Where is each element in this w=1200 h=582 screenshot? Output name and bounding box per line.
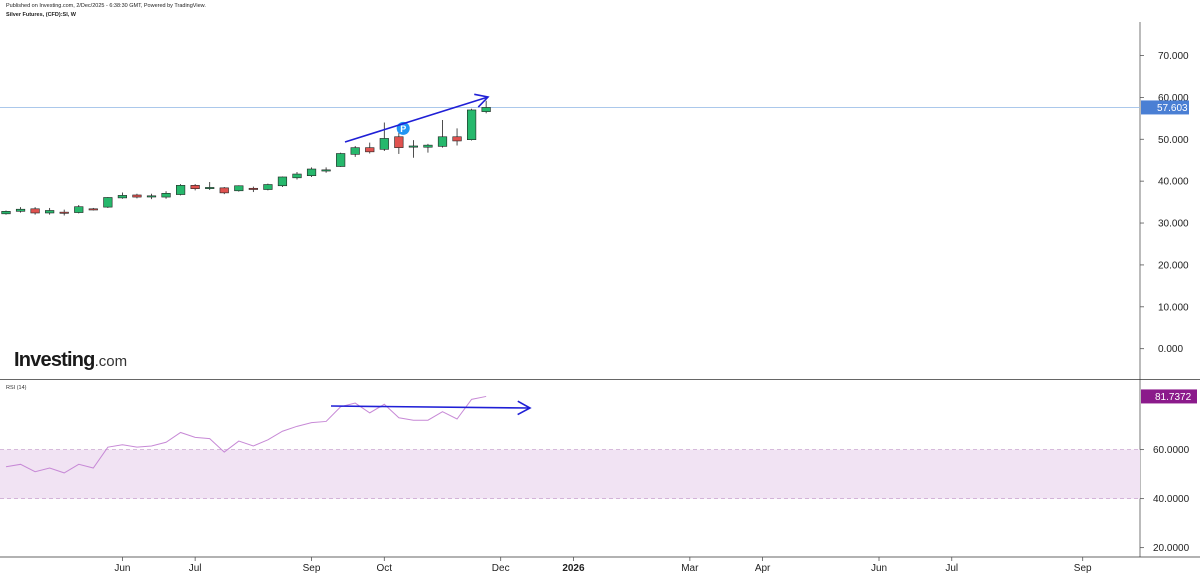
candles-layer (1, 100, 491, 216)
candle-body (176, 185, 186, 195)
price-trend-arrow (344, 96, 489, 143)
candle-body (15, 208, 26, 212)
candle-body (466, 109, 477, 140)
price-axis-tick-label: 10.000 (1158, 302, 1189, 313)
rsi-axis-tick-label: 20.0000 (1153, 543, 1190, 554)
candle-body (394, 136, 404, 148)
rsi-band (0, 449, 1140, 499)
candle-body (350, 147, 360, 155)
rsi-axis-tick-label: 40.0000 (1153, 494, 1190, 505)
candle-body (452, 136, 462, 142)
candle-body (365, 147, 375, 153)
candle-body (103, 197, 113, 208)
rsi-line (5, 395, 487, 474)
rsi-last-value-label: 81.7372 (1155, 392, 1192, 403)
time-axis-tick-label: Apr (755, 563, 771, 574)
publish-info: Published on Investing.com, 2/Dec/2025 -… (6, 3, 206, 9)
time-axis-tick-label: Oct (377, 563, 393, 574)
candle-body (1, 211, 11, 215)
candle-body (292, 173, 302, 179)
time-axis-tick-label: Mar (681, 563, 699, 574)
price-axis-tick-label: 40.000 (1158, 177, 1189, 188)
candle-body (423, 144, 433, 148)
time-axis-tick-label: Sep (1074, 563, 1092, 574)
symbol-title: Silver Futures, (CFD):SI, W (6, 12, 76, 18)
rsi-axis-tick-label: 60.0000 (1153, 445, 1190, 456)
price-axis-tick-label: 0.000 (1158, 344, 1183, 355)
price-axis-tick-label: 30.000 (1158, 219, 1189, 230)
price-axis-tick-label: 70.000 (1158, 51, 1189, 62)
investing-logo: Investing.com (14, 349, 127, 372)
rsi-indicator-label: RSI (14) (6, 385, 27, 391)
candle-body (437, 136, 448, 147)
time-axis-tick-label: Sep (303, 563, 321, 574)
candle-body (248, 187, 258, 190)
rsi-trend-arrow-head (517, 400, 532, 416)
rsi-trend-arrow (330, 405, 531, 409)
candle-body (205, 187, 215, 189)
candle-body (161, 192, 171, 198)
price-axis-tick-label: 60.000 (1158, 93, 1189, 104)
candle-body (481, 107, 491, 112)
p-marker-label: P (400, 124, 406, 134)
time-axis-tick-label: Jul (189, 563, 202, 574)
time-axis-tick-label: Jun (114, 563, 130, 574)
price-axis-tick-label: 50.000 (1158, 135, 1189, 146)
candle-body (234, 185, 244, 192)
candle-body (190, 185, 200, 189)
candle-body (219, 187, 229, 194)
candle-body (379, 138, 389, 150)
candle-body (45, 210, 55, 214)
axis-layer: 0.000 10.000 20.000 30.000 40.000 50.000 60.00… (114, 51, 1197, 574)
candle-body (277, 176, 288, 187)
rsi-layer (0, 395, 1140, 500)
price-trend-arrow-head (474, 93, 490, 108)
logo-suffix: .com (94, 353, 128, 370)
candle-body (146, 195, 157, 198)
annotation-layer: P (330, 93, 532, 416)
candle-body (336, 153, 346, 167)
candle-body (306, 168, 317, 177)
price-axis-tick-label: 20.000 (1158, 260, 1189, 271)
candle-body (30, 208, 40, 214)
candle-body (74, 206, 84, 213)
candle-body (263, 184, 273, 190)
candle-body (117, 195, 127, 199)
time-axis-tick-label: 2026 (562, 563, 585, 574)
time-axis-tick-label: Dec (492, 563, 510, 574)
time-axis-tick-label: Jun (871, 563, 887, 574)
logo-main: Investing (14, 349, 95, 371)
rsi-last-value-badge (1141, 389, 1197, 404)
time-axis-tick-label: Jul (945, 563, 958, 574)
candle-body (132, 194, 142, 198)
candle-body (408, 145, 419, 148)
last-price-label: 57.603 (1157, 103, 1188, 114)
candle-body (59, 211, 69, 214)
last-price-badge (1141, 100, 1189, 115)
candle-body (321, 169, 331, 172)
candle-body (88, 208, 98, 211)
